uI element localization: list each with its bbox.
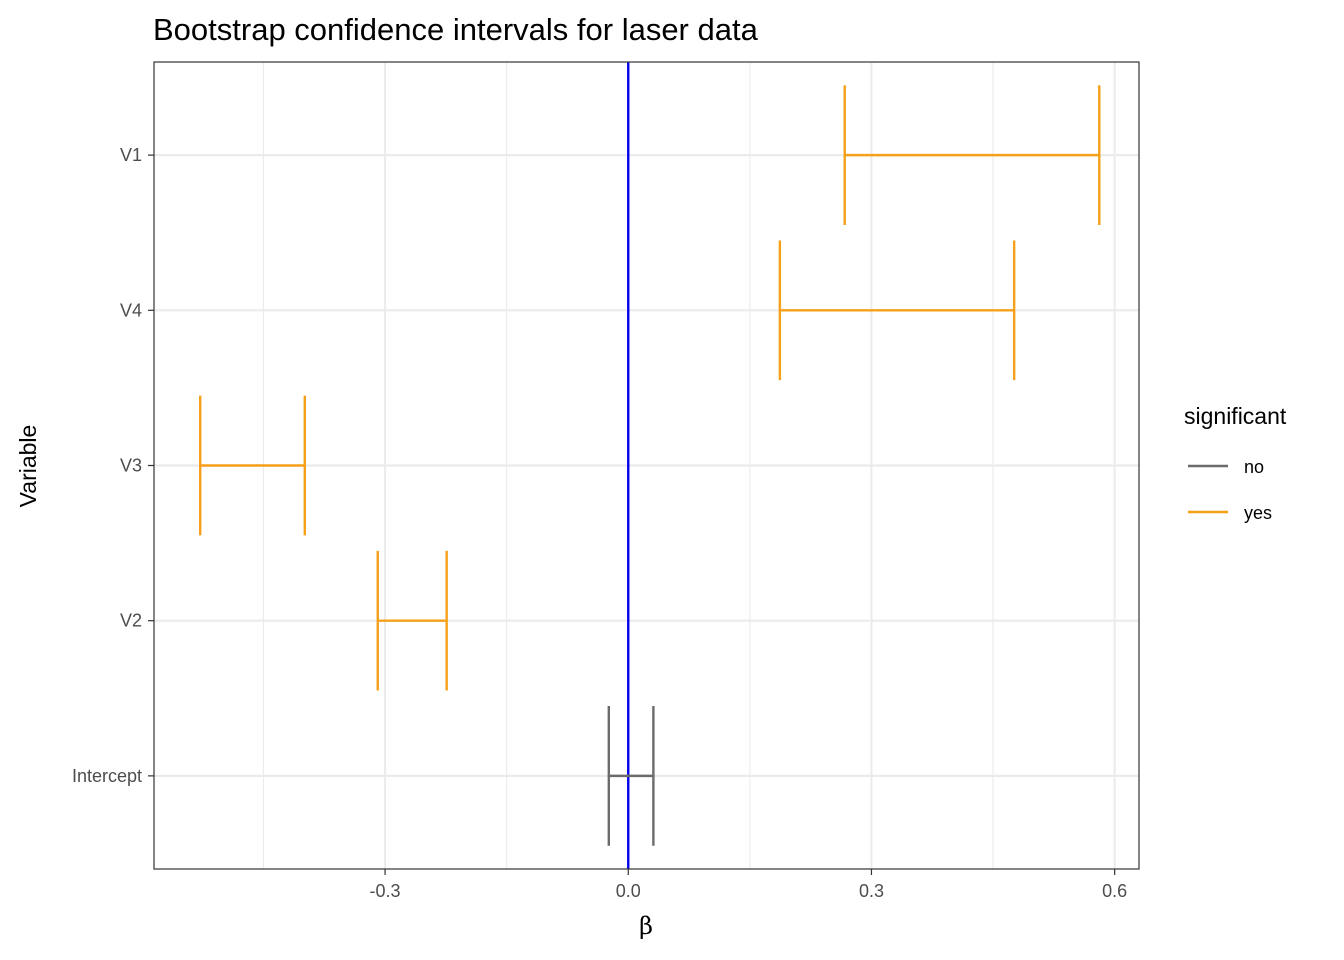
y-tick-label: V3 bbox=[120, 456, 142, 476]
errorbar-v2 bbox=[376, 550, 448, 691]
y-tick-label: V1 bbox=[120, 145, 142, 165]
legend: significant no yes bbox=[1184, 403, 1287, 523]
grid bbox=[154, 62, 1139, 869]
x-axis-title: β bbox=[639, 912, 653, 940]
x-tick-label: 0.0 bbox=[616, 881, 641, 901]
legend-items: no yes bbox=[1188, 457, 1272, 523]
x-tick-label: 0.3 bbox=[859, 881, 884, 901]
errorbars bbox=[199, 85, 1101, 846]
errorbar-v1 bbox=[843, 85, 1101, 225]
x-axis: -0.3 0.0 0.3 0.6 bbox=[370, 869, 1127, 901]
chart-title: Bootstrap confidence intervals for laser… bbox=[153, 12, 759, 47]
y-tick-label: V4 bbox=[120, 300, 142, 320]
x-tick-label: -0.3 bbox=[370, 881, 401, 901]
legend-title: significant bbox=[1184, 403, 1287, 429]
errorbar-v3 bbox=[199, 395, 306, 536]
errorbar-intercept bbox=[607, 706, 655, 846]
y-axis: Intercept V2 V3 V4 V1 bbox=[72, 145, 154, 786]
legend-label: yes bbox=[1244, 503, 1272, 523]
errorbar-v4 bbox=[778, 240, 1016, 381]
x-tick-label: 0.6 bbox=[1102, 881, 1127, 901]
y-tick-label: V2 bbox=[120, 611, 142, 631]
y-axis-title: Variable bbox=[15, 425, 41, 508]
y-tick-label: Intercept bbox=[72, 766, 142, 786]
legend-label: no bbox=[1244, 457, 1264, 477]
